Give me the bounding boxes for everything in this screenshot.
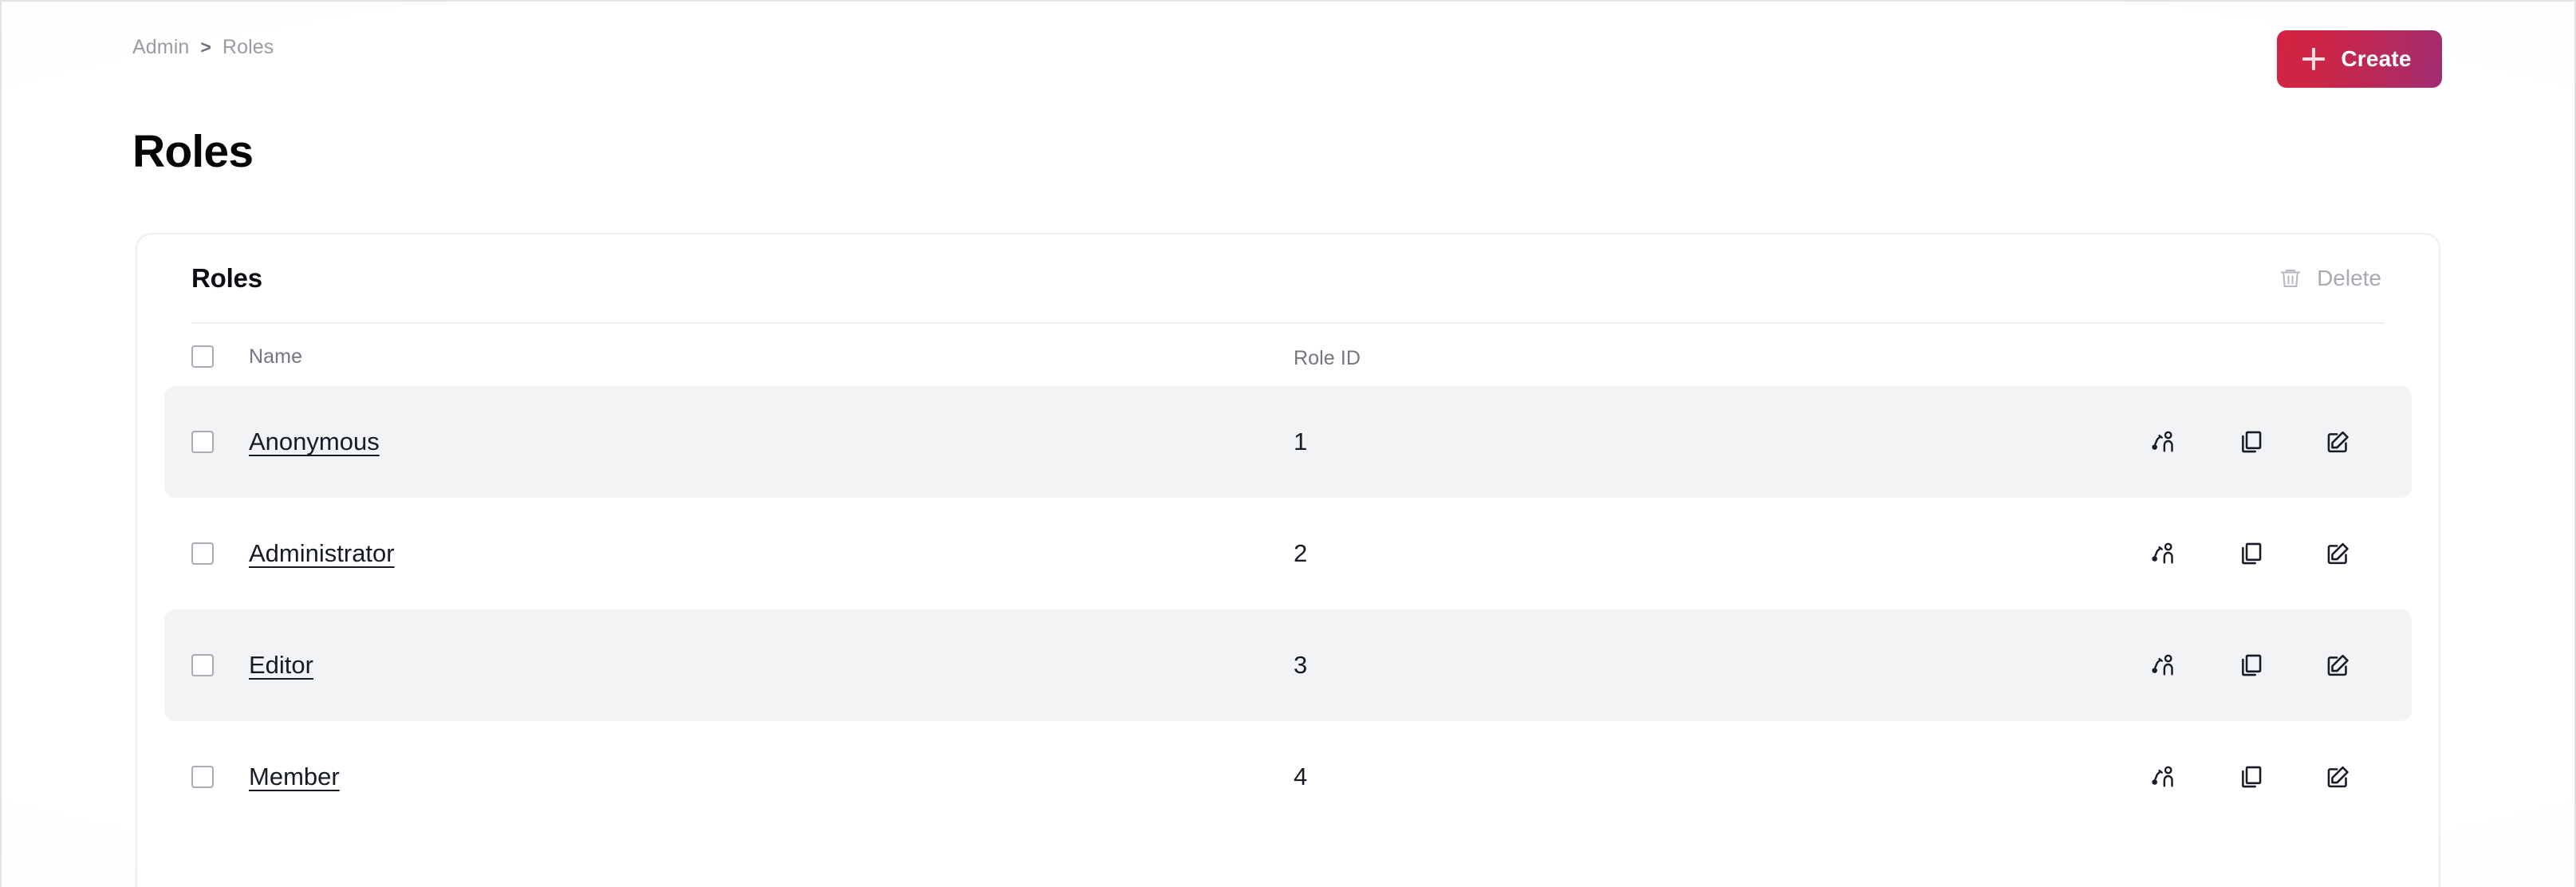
manage-permissions-icon-button[interactable] (2145, 759, 2182, 795)
edit-icon-button[interactable] (2319, 424, 2356, 460)
copy-icon-button[interactable] (2232, 647, 2269, 684)
row-role-id: 2 (1294, 539, 1308, 567)
copy-icon (2237, 540, 2264, 567)
row-actions (2011, 647, 2385, 684)
manage-permissions-icon-button[interactable] (2145, 424, 2182, 460)
column-header-name-cell: Name (249, 345, 1294, 369)
trash-icon (2279, 266, 2302, 291)
breadcrumb-separator-icon: > (200, 37, 211, 57)
row-checkbox[interactable] (191, 654, 214, 676)
row-actions (2011, 424, 2385, 460)
role-name-link[interactable]: Editor (249, 651, 313, 679)
manage-permissions-icon (2150, 540, 2177, 567)
manage-permissions-icon (2150, 428, 2177, 455)
row-select-cell (191, 431, 249, 453)
row-role-id: 3 (1294, 651, 1308, 679)
table-row[interactable]: Editor 3 (164, 609, 2412, 721)
plus-icon (2302, 48, 2326, 70)
row-select-cell (191, 654, 249, 676)
column-header-name: Name (249, 345, 303, 368)
create-button-label: Create (2341, 46, 2412, 71)
row-checkbox[interactable] (191, 431, 214, 453)
row-name-cell: Administrator (249, 539, 1294, 568)
row-name-cell: Editor (249, 651, 1294, 680)
select-all-checkbox[interactable] (191, 345, 214, 368)
edit-icon (2324, 540, 2351, 567)
role-name-link[interactable]: Anonymous (249, 428, 380, 455)
edit-icon (2324, 428, 2351, 455)
row-role-id: 1 (1294, 428, 1308, 455)
select-all-cell (191, 345, 249, 368)
row-select-cell (191, 766, 249, 788)
card-title: Roles (191, 263, 262, 293)
edit-icon-button[interactable] (2319, 647, 2356, 684)
row-checkbox[interactable] (191, 542, 214, 565)
copy-icon (2237, 428, 2264, 455)
manage-permissions-icon (2150, 763, 2177, 790)
delete-button-label: Delete (2317, 266, 2381, 290)
copy-icon (2237, 652, 2264, 679)
manage-permissions-icon (2150, 652, 2177, 679)
edit-icon-button[interactable] (2319, 535, 2356, 572)
roles-card: Roles Delete (136, 233, 2440, 887)
manage-permissions-icon-button[interactable] (2145, 535, 2182, 572)
roles-table: Name Role ID Anonymous 1 (137, 324, 2439, 833)
row-name-cell: Member (249, 763, 1294, 791)
table-row[interactable]: Administrator 2 (164, 498, 2412, 609)
role-name-link[interactable]: Member (249, 763, 340, 790)
copy-icon (2237, 763, 2264, 790)
row-role-id: 4 (1294, 763, 1308, 790)
breadcrumb-item-admin[interactable]: Admin (132, 36, 190, 58)
table-header-row: Name Role ID (164, 324, 2412, 386)
table-row[interactable]: Member 4 (164, 721, 2412, 833)
row-select-cell (191, 542, 249, 565)
breadcrumb: Admin > Roles (132, 36, 274, 59)
copy-icon-button[interactable] (2232, 535, 2269, 572)
row-checkbox[interactable] (191, 766, 214, 788)
table-row[interactable]: Anonymous 1 (164, 386, 2412, 498)
edit-icon (2324, 763, 2351, 790)
top-bar: Admin > Roles Create (2, 2, 2574, 139)
page-title: Roles (132, 126, 254, 177)
manage-permissions-icon-button[interactable] (2145, 647, 2182, 684)
role-name-link[interactable]: Administrator (249, 539, 395, 567)
row-actions (2011, 535, 2385, 572)
row-name-cell: Anonymous (249, 428, 1294, 456)
row-actions (2011, 759, 2385, 795)
copy-icon-button[interactable] (2232, 424, 2269, 460)
edit-icon (2324, 652, 2351, 679)
delete-button[interactable]: Delete (2275, 261, 2385, 296)
copy-icon-button[interactable] (2232, 759, 2269, 795)
create-button[interactable]: Create (2277, 30, 2442, 88)
column-header-roleid-cell: Role ID (1294, 342, 2011, 371)
edit-icon-button[interactable] (2319, 759, 2356, 795)
card-header: Roles Delete (137, 235, 2439, 322)
column-header-role-id: Role ID (1294, 347, 1361, 369)
card-divider (191, 322, 2385, 324)
breadcrumb-item-roles[interactable]: Roles (222, 36, 274, 58)
